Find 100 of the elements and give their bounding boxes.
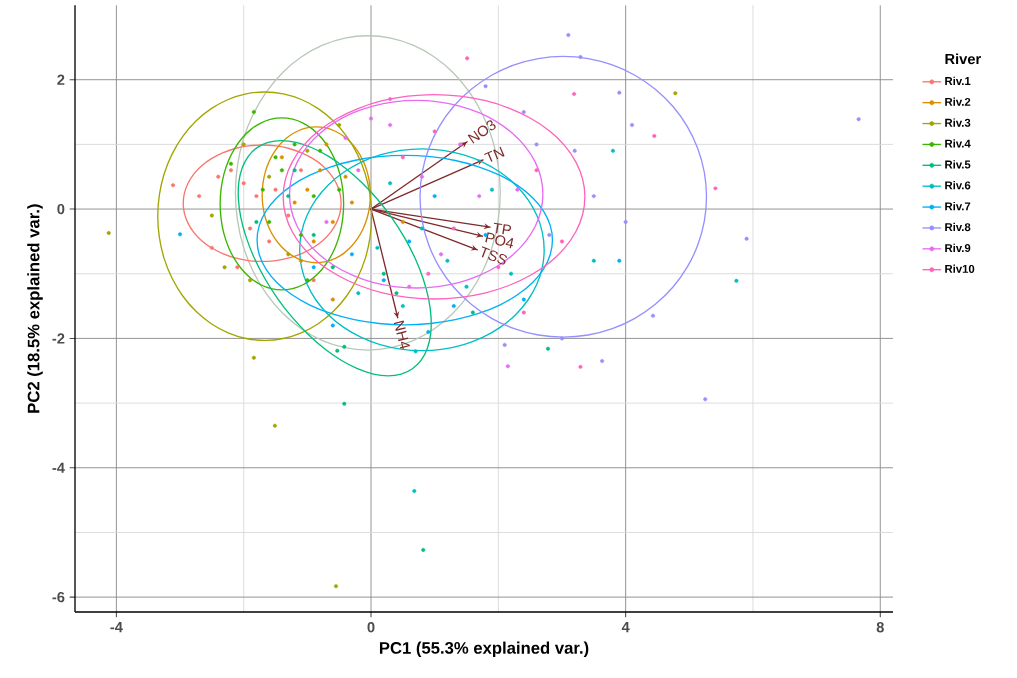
point <box>349 200 354 205</box>
point <box>591 194 596 199</box>
point <box>673 91 678 96</box>
point <box>521 110 526 115</box>
point <box>311 278 316 283</box>
point <box>248 278 253 283</box>
legend-title: River <box>945 53 981 65</box>
point <box>515 187 520 192</box>
point <box>273 155 278 160</box>
legend-label: Riv.8 <box>945 222 971 232</box>
point <box>591 258 596 263</box>
point <box>318 168 323 173</box>
point <box>228 168 233 173</box>
point <box>254 219 259 224</box>
point <box>652 133 657 138</box>
point <box>407 239 412 244</box>
point <box>734 278 739 283</box>
point <box>267 239 272 244</box>
point <box>298 258 303 263</box>
point <box>600 359 605 364</box>
point <box>426 271 431 276</box>
point <box>419 174 424 179</box>
point <box>545 346 550 351</box>
point <box>617 90 622 95</box>
point <box>458 142 463 147</box>
point <box>251 355 256 360</box>
point <box>279 155 284 160</box>
legend-label: Riv.5 <box>945 160 971 169</box>
point <box>178 232 183 237</box>
point <box>856 117 861 122</box>
point <box>343 135 348 140</box>
point <box>394 291 399 296</box>
point <box>318 148 323 153</box>
y-tick-label: 0 <box>57 203 65 215</box>
point <box>451 304 456 309</box>
legend-label: Riv10 <box>945 264 975 273</box>
point <box>547 232 552 237</box>
point <box>324 142 329 147</box>
point <box>342 344 347 349</box>
point <box>451 226 456 231</box>
point <box>381 278 386 283</box>
point <box>572 91 577 96</box>
point <box>251 110 256 115</box>
legend-label: Riv.6 <box>945 181 971 190</box>
legend-label: Riv.1 <box>945 76 971 85</box>
point <box>381 271 386 276</box>
point <box>489 187 494 192</box>
point <box>324 219 329 224</box>
point <box>713 186 718 191</box>
point <box>279 168 284 173</box>
point <box>311 232 316 237</box>
point <box>534 142 539 147</box>
point <box>305 187 310 192</box>
point <box>292 168 297 173</box>
point <box>286 213 291 218</box>
point <box>388 181 393 186</box>
point <box>267 219 272 224</box>
point <box>286 252 291 257</box>
point <box>483 84 488 89</box>
point <box>744 236 749 241</box>
point <box>521 297 526 302</box>
point <box>509 271 514 276</box>
y-tick-label: 2 <box>57 74 65 85</box>
point <box>330 297 335 302</box>
point <box>298 168 303 173</box>
point <box>432 194 437 199</box>
point <box>349 252 354 257</box>
point <box>311 194 316 199</box>
point <box>330 265 335 270</box>
point <box>272 423 277 428</box>
point <box>375 245 380 250</box>
point <box>412 489 417 494</box>
point <box>333 584 339 589</box>
point <box>703 397 708 402</box>
annotation: NO3 <box>467 120 496 144</box>
point <box>617 258 622 263</box>
point <box>228 161 233 166</box>
point <box>465 56 470 61</box>
point <box>559 239 564 244</box>
point <box>623 219 628 224</box>
x-tick-label: -4 <box>110 622 123 633</box>
y-tick-label: -6 <box>52 591 65 603</box>
point <box>209 213 214 218</box>
point <box>260 187 265 192</box>
point <box>356 168 361 173</box>
x-tick-label: 4 <box>621 622 630 633</box>
y-tick-label: -4 <box>52 462 65 473</box>
point <box>248 226 253 231</box>
point <box>477 194 482 199</box>
point <box>505 364 510 369</box>
point <box>400 304 405 309</box>
point <box>432 129 437 134</box>
x-tick-label: 0 <box>367 622 375 633</box>
x-axis-title: PC1 (55.3% explained var.) <box>379 641 589 658</box>
point <box>356 291 361 296</box>
point <box>330 323 335 328</box>
point <box>407 284 412 289</box>
point <box>311 239 316 244</box>
legend-label: Riv.7 <box>945 201 971 211</box>
point <box>572 148 577 153</box>
